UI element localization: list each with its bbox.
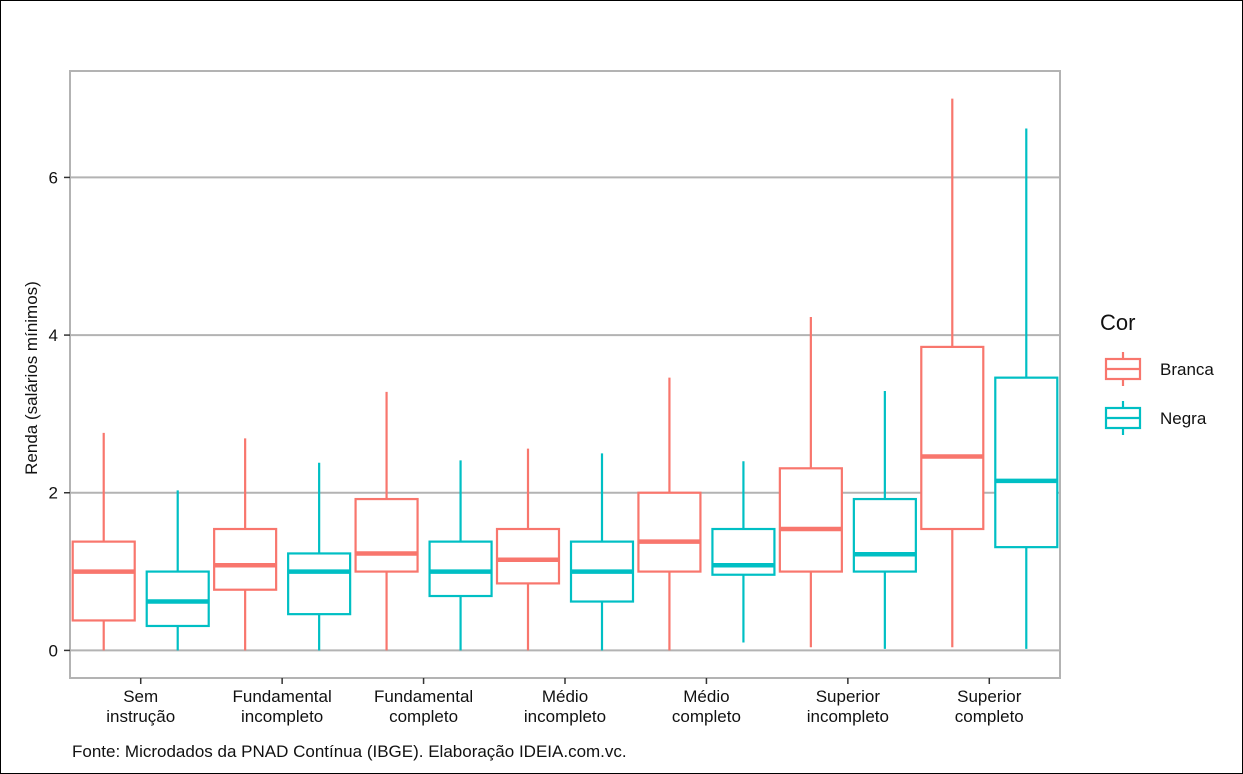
y-axis-title: Renda (salários mínimos)	[22, 281, 41, 475]
box-branca	[778, 316, 843, 648]
x-tick-label: Médio	[542, 687, 588, 706]
grid-lines	[70, 176, 1060, 652]
source-caption: Fonte: Microdados da PNAD Contínua (IBGE…	[72, 742, 627, 761]
x-axis-labels: SeminstruçãoFundamentalincompletoFundame…	[106, 678, 1024, 726]
legend-label: Branca	[1160, 360, 1214, 379]
iqr-box	[213, 527, 278, 591]
x-tick-label: completo	[389, 707, 458, 726]
legend-key-branca	[1104, 352, 1142, 386]
legend: Cor Branca Negra	[1100, 310, 1214, 435]
iqr-box	[495, 527, 561, 585]
box-branca	[71, 432, 136, 651]
iqr-box	[778, 467, 843, 573]
x-tick-label: Superior	[957, 687, 1022, 706]
x-tick-label: Médio	[683, 687, 729, 706]
box-branca	[495, 448, 561, 651]
box-negra	[428, 460, 493, 651]
x-tick-label: Fundamental	[374, 687, 473, 706]
iqr-box	[994, 376, 1059, 549]
x-tick-label: instrução	[106, 707, 175, 726]
iqr-box	[354, 497, 419, 573]
box-branca	[354, 391, 419, 651]
x-tick-label: incompleto	[241, 707, 323, 726]
legend-title: Cor	[1100, 310, 1135, 335]
iqr-box	[920, 345, 985, 531]
box-negra	[287, 462, 352, 651]
iqr-box	[71, 540, 136, 622]
x-tick-label: incompleto	[524, 707, 606, 726]
box-negra	[711, 461, 776, 643]
box-branca	[637, 377, 702, 651]
y-axis-ticks: 0 2 4 6	[49, 168, 70, 660]
x-tick-label: completo	[672, 707, 741, 726]
box-branca	[213, 438, 278, 651]
x-tick-label: Superior	[816, 687, 881, 706]
boxes	[71, 98, 1059, 651]
box-negra	[569, 453, 635, 651]
x-tick-label: Sem	[123, 687, 158, 706]
iqr-box	[145, 570, 210, 628]
x-tick-label: Fundamental	[233, 687, 332, 706]
y-tick-label: 4	[49, 326, 58, 345]
iqr-box	[711, 527, 776, 576]
iqr-box	[428, 540, 493, 598]
y-tick-label: 6	[49, 168, 58, 187]
box-negra	[852, 391, 917, 649]
x-tick-label: completo	[955, 707, 1024, 726]
iqr-box	[287, 552, 352, 616]
box-negra	[994, 128, 1059, 649]
iqr-box	[637, 491, 702, 573]
legend-key-negra	[1104, 401, 1142, 435]
legend-label: Negra	[1160, 409, 1207, 428]
box-negra	[145, 490, 210, 651]
x-tick-label: incompleto	[807, 707, 889, 726]
iqr-box	[852, 497, 917, 573]
y-tick-label: 2	[49, 484, 58, 503]
y-tick-label: 0	[49, 641, 58, 660]
box-branca	[920, 98, 985, 648]
